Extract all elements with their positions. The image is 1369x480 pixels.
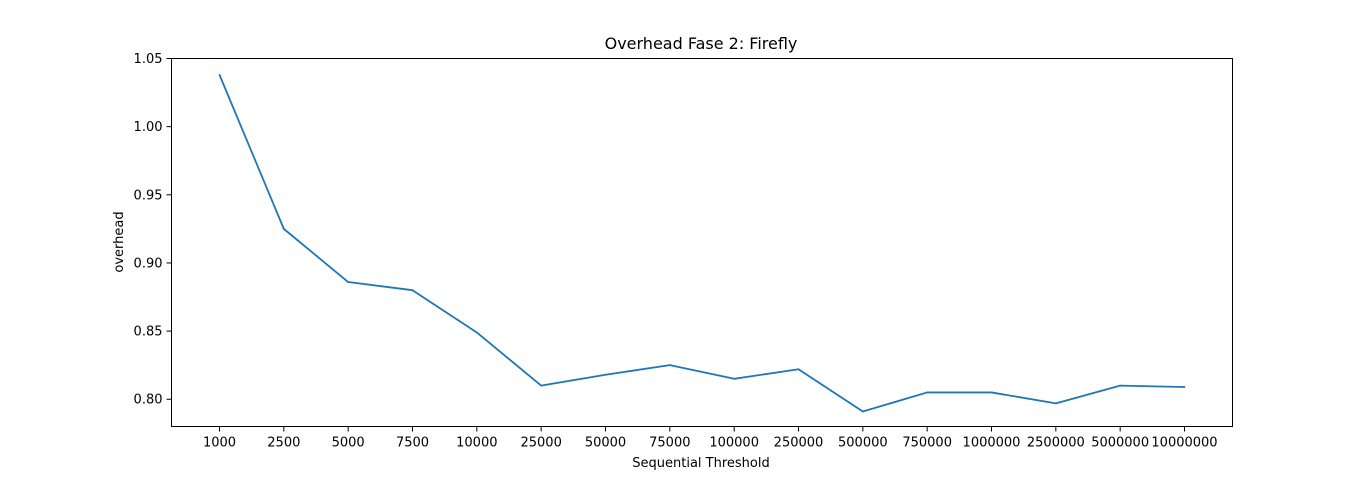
x-tick-label: 500000 — [838, 436, 888, 451]
x-tick-label: 1000 — [203, 436, 236, 451]
y-tick-label: 0.90 — [134, 256, 163, 271]
x-tick-label: 1000000 — [963, 436, 1021, 451]
y-tick-label: 0.80 — [134, 393, 163, 408]
data-point — [218, 73, 221, 76]
data-point — [475, 331, 478, 334]
chart-title: Overhead Fase 2: Firefly — [605, 34, 798, 53]
x-tick-label: 100000 — [709, 436, 759, 451]
data-point — [733, 377, 736, 380]
x-tick-label: 10000000 — [1151, 436, 1217, 451]
x-axis-label: Sequential Threshold — [632, 456, 769, 471]
data-points — [218, 73, 1186, 413]
x-axis: 1000 2500 5000 7500 10000 25000 50000 75000 1000… — [203, 426, 1218, 451]
x-tick-label: 5000000 — [1091, 436, 1149, 451]
data-point — [990, 391, 993, 394]
data-point — [1183, 386, 1186, 388]
x-tick-label: 750000 — [902, 436, 952, 451]
data-point — [668, 364, 671, 367]
data-point — [861, 410, 864, 413]
data-point — [540, 384, 543, 387]
series-line-overhead — [218, 74, 1185, 413]
x-tick-label: 7500 — [396, 436, 429, 451]
data-point — [347, 281, 350, 283]
y-tick-label: 1.05 — [134, 52, 163, 67]
x-tick-label: 5000 — [332, 436, 365, 451]
y-tick-label: 1.00 — [134, 120, 163, 135]
plot-area: 1000 2500 5000 7500 10000 25000 50000 75000 1000… — [134, 52, 1233, 451]
x-tick-label: 50000 — [585, 436, 626, 451]
x-tick-label: 25000 — [520, 436, 561, 451]
x-tick-label: 2500 — [267, 436, 300, 451]
data-point — [1054, 402, 1057, 405]
x-tick-label: 75000 — [649, 436, 690, 451]
data-point — [926, 391, 929, 394]
x-tick-label: 250000 — [774, 436, 824, 451]
y-tick-label: 0.95 — [134, 188, 163, 203]
data-point — [1119, 384, 1122, 387]
data-point — [797, 368, 800, 371]
y-axis: 0.80 0.85 0.90 0.95 1.00 1.05 — [134, 52, 172, 408]
data-point — [282, 227, 285, 230]
data-point — [604, 373, 607, 376]
plot-frame — [171, 58, 1233, 427]
data-point — [411, 289, 414, 292]
y-axis-label: overhead — [112, 211, 127, 272]
y-tick-label: 0.85 — [134, 325, 163, 340]
x-tick-label: 2500000 — [1027, 436, 1085, 451]
x-tick-label: 10000 — [456, 436, 497, 451]
